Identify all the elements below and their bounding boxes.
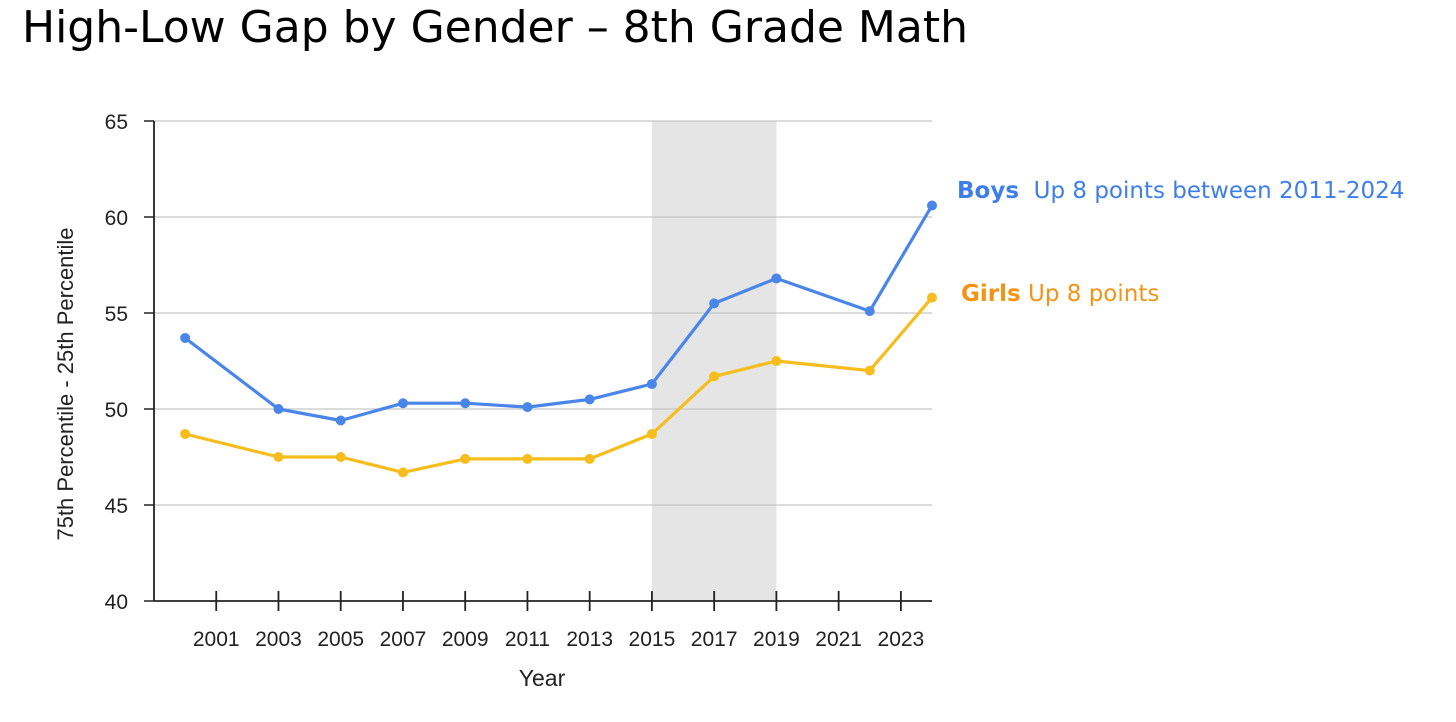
y-tick-label: 40: [105, 591, 128, 614]
x-tick-label: 2023: [878, 628, 925, 651]
y-tick-label: 65: [105, 111, 128, 134]
y-tick-label: 45: [105, 495, 128, 518]
x-tick-label: 2011: [505, 628, 550, 651]
girls-data-point: [927, 292, 937, 303]
girls-annotation-text: Up 8 points: [1028, 281, 1160, 307]
boys-data-point: [771, 273, 782, 284]
shaded-period: [651, 121, 777, 601]
x-tick-label: 2021: [815, 628, 862, 651]
page-title: High-Low Gap by Gender – 8th Grade Math: [22, 2, 968, 53]
y-tick-label: 50: [105, 399, 128, 422]
girls-data-point: [709, 371, 720, 382]
girls-data-point: [460, 453, 471, 464]
x-tick-label: 2003: [255, 628, 302, 651]
boys-data-point: [864, 306, 875, 317]
boys-data-point: [709, 298, 720, 309]
girls-annotation-name: Girls: [961, 281, 1021, 307]
x-tick-label: 2007: [380, 628, 427, 651]
boys-data-point: [335, 415, 346, 426]
girls-data-point: [522, 453, 533, 464]
boys-data-point: [397, 398, 408, 409]
x-tick-label: 2019: [753, 628, 800, 651]
boys-annotation: Boys Up 8 points between 2011-2024: [957, 178, 1404, 204]
boys-annotation-name: Boys: [957, 178, 1020, 204]
girls-data-point: [864, 365, 875, 376]
girls-annotation: Girls Up 8 points: [961, 281, 1159, 307]
girls-data-point: [273, 452, 284, 462]
y-axis-label: 75th Percentile - 25th Percentile: [53, 227, 78, 540]
boys-data-point: [584, 394, 595, 405]
x-tick-label: 2001: [193, 628, 240, 651]
boys-series-line: [183, 203, 934, 423]
boys-data-point: [460, 398, 471, 409]
x-axis-label: Year: [519, 665, 566, 691]
girls-data-point: [180, 428, 191, 439]
girls-data-point: [771, 356, 782, 366]
girls-series-line: [183, 296, 934, 474]
boys-data-point: [180, 332, 191, 343]
x-tick-label: 2015: [629, 628, 676, 651]
x-tick-label: 2005: [317, 628, 364, 651]
girls-data-point: [584, 453, 595, 464]
y-tick-label: 55: [105, 303, 128, 326]
girls-data-point: [646, 428, 657, 439]
girls-data-point: [335, 452, 346, 462]
boys-data-point: [522, 402, 533, 413]
boys-data-point: [273, 404, 284, 414]
girls-data-point: [397, 467, 408, 478]
x-tick-label: 2009: [442, 628, 489, 651]
boys-annotation-text: Up 8 points between 2011-2024: [1033, 178, 1405, 204]
boys-data-point: [927, 200, 937, 211]
y-tick-label: 60: [105, 207, 128, 230]
x-tick-label: 2013: [566, 628, 613, 651]
boys-data-point: [646, 379, 657, 390]
x-tick-label: 2017: [691, 628, 738, 651]
